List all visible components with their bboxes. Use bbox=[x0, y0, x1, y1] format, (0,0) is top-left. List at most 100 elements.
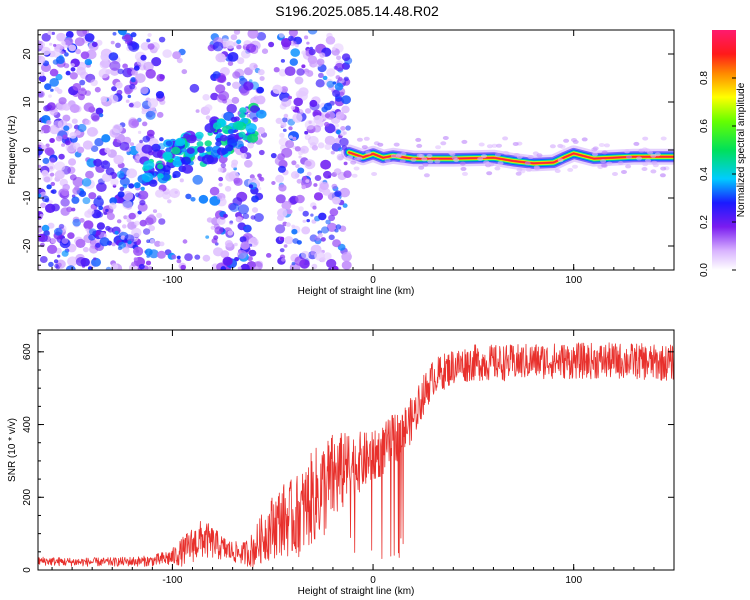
heatmap-cell bbox=[326, 68, 336, 77]
heatmap-cell bbox=[222, 256, 233, 266]
heatmap-cell bbox=[415, 137, 422, 142]
heatmap-cell bbox=[83, 102, 95, 112]
heatmap-cell bbox=[75, 257, 87, 267]
heatmap-cell bbox=[453, 158, 460, 163]
heatmap-cell bbox=[43, 230, 51, 237]
heatmap-cell bbox=[159, 137, 164, 142]
heatmap-cell bbox=[298, 155, 302, 159]
heatmap-cell bbox=[162, 191, 171, 200]
heatmap-cell bbox=[291, 261, 296, 266]
heatmap-cell bbox=[271, 181, 276, 185]
heatmap-cell bbox=[64, 37, 74, 46]
heatmap-cell bbox=[69, 174, 77, 181]
heatmap-cell bbox=[192, 174, 203, 185]
heatmap-cell bbox=[240, 263, 250, 270]
heatmap-cell bbox=[159, 241, 165, 247]
heatmap-cell bbox=[171, 146, 181, 155]
heatmap-cell bbox=[218, 176, 224, 182]
heatmap-cell bbox=[353, 166, 360, 171]
heatmap-cell bbox=[176, 57, 183, 64]
heatmap-cell bbox=[228, 220, 234, 225]
heatmap-cell bbox=[185, 193, 192, 200]
heatmap-cell bbox=[239, 236, 247, 243]
heatmap-cell bbox=[322, 75, 328, 81]
heatmap-cell bbox=[217, 195, 222, 200]
heatmap-cell bbox=[314, 175, 322, 181]
heatmap-cell bbox=[227, 230, 234, 236]
heatmap-cell bbox=[179, 178, 184, 183]
heatmap-cell bbox=[141, 172, 154, 183]
heatmap-cell bbox=[113, 138, 118, 143]
heatmap-cell bbox=[204, 104, 213, 112]
heatmap-cell bbox=[54, 161, 66, 172]
heatmap-cell bbox=[77, 123, 87, 133]
heatmap-cell bbox=[99, 237, 110, 247]
heatmap-cell bbox=[302, 219, 307, 223]
heatmap-cell bbox=[220, 266, 226, 270]
heatmap-cell bbox=[306, 171, 312, 176]
heatmap-cell bbox=[162, 49, 172, 58]
heatmap-cell bbox=[350, 160, 357, 165]
heatmap-cell bbox=[130, 32, 137, 38]
heatmap-cell bbox=[333, 168, 342, 176]
heatmap-cell bbox=[202, 94, 210, 101]
heatmap-cell bbox=[292, 113, 303, 123]
heatmap-cell bbox=[324, 121, 330, 127]
heatmap-cell bbox=[515, 171, 522, 176]
x-tick-label: 100 bbox=[565, 275, 582, 286]
heatmap-cell bbox=[332, 196, 341, 205]
heatmap-cell bbox=[356, 137, 363, 142]
heatmap-cell bbox=[645, 158, 651, 163]
heatmap-cell bbox=[231, 96, 240, 104]
heatmap-cell bbox=[49, 172, 55, 177]
heatmap-cell bbox=[322, 188, 331, 196]
heatmap-cell bbox=[334, 228, 339, 233]
heatmap-cell bbox=[53, 259, 59, 264]
heatmap-cell bbox=[145, 110, 156, 120]
heatmap-cell bbox=[341, 95, 351, 105]
heatmap-cell bbox=[244, 159, 253, 168]
heatmap-cell bbox=[46, 102, 56, 111]
heatmap-cell bbox=[74, 185, 80, 191]
y-tick-label: 10 bbox=[22, 96, 33, 108]
heatmap-cell bbox=[101, 134, 111, 143]
heatmap-cell bbox=[494, 166, 501, 171]
heatmap-cell bbox=[44, 147, 55, 156]
heatmap-cell bbox=[284, 236, 294, 245]
heatmap-cell bbox=[84, 33, 95, 42]
heatmap-cell bbox=[331, 183, 338, 189]
heatmap-cell bbox=[461, 139, 468, 144]
heatmap-cell bbox=[50, 88, 54, 92]
heatmap-cell bbox=[131, 227, 142, 238]
heatmap-cell bbox=[502, 136, 509, 141]
heatmap-cell bbox=[334, 190, 342, 197]
heatmap-cell bbox=[157, 163, 164, 170]
heatmap-cell bbox=[66, 206, 73, 213]
heatmap-cell bbox=[301, 185, 307, 190]
heatmap-cell bbox=[559, 144, 566, 149]
heatmap-cell bbox=[213, 235, 219, 240]
x-tick-label: 0 bbox=[370, 575, 376, 586]
y-tick-label: 0 bbox=[22, 147, 33, 153]
heatmap-cell bbox=[325, 219, 331, 225]
heatmap-cell bbox=[90, 145, 99, 152]
heatmap-cell bbox=[42, 157, 50, 164]
heatmap-cell bbox=[109, 197, 118, 205]
heatmap-cell bbox=[114, 230, 119, 235]
heatmap-cell bbox=[304, 35, 309, 40]
heatmap-cell bbox=[105, 69, 112, 75]
y-tick-label: 600 bbox=[22, 343, 33, 360]
heatmap-cell bbox=[122, 190, 134, 201]
heatmap-cell bbox=[278, 165, 286, 173]
heatmap-cell bbox=[38, 40, 45, 49]
heatmap-cell bbox=[145, 260, 152, 266]
heatmap-cell bbox=[296, 110, 300, 114]
heatmap-cell bbox=[85, 228, 89, 232]
heatmap-cell bbox=[210, 92, 219, 101]
heatmap-cell bbox=[301, 64, 306, 69]
heatmap-cell bbox=[624, 149, 630, 154]
heatmap-cell bbox=[133, 182, 141, 189]
heatmap-cell bbox=[129, 142, 135, 147]
heatmap-cell bbox=[205, 235, 210, 239]
heatmap-cell bbox=[155, 91, 165, 99]
